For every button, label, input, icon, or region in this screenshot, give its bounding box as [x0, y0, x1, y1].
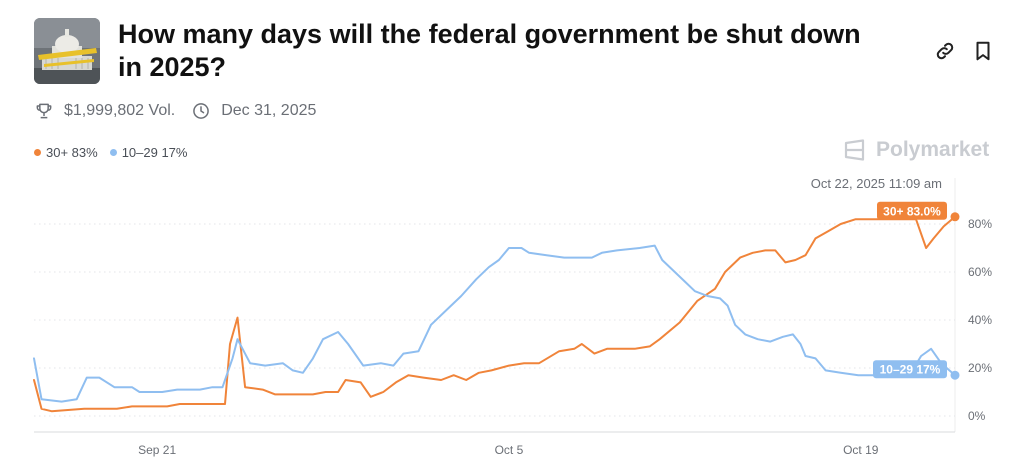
- volume-text: $1,999,802 Vol.: [64, 102, 176, 119]
- trophy-icon: [36, 103, 52, 119]
- link-icon[interactable]: [934, 40, 956, 62]
- brand-name: Polymarket: [876, 138, 990, 161]
- series-line-0: [33, 215, 956, 413]
- market-title: How many days will the federal governmen…: [118, 19, 861, 82]
- chart-timestamp: Oct 22, 2025 11:09 am: [811, 176, 942, 191]
- x-tick-label: Oct 19: [843, 443, 879, 457]
- y-tick-label: 20%: [968, 361, 992, 375]
- x-tick-label: Oct 5: [495, 443, 524, 457]
- series-end-label: 10–29 17%: [880, 363, 941, 377]
- x-tick-label: Sep 21: [138, 443, 176, 457]
- bookmark-icon[interactable]: [972, 40, 994, 62]
- y-tick-label: 60%: [968, 265, 992, 279]
- market-thumbnail: [34, 18, 100, 84]
- series-end-point: [950, 212, 960, 222]
- legend-item-30-plus: 30+ 83%: [34, 145, 98, 160]
- polymarket-logo-icon: [844, 139, 865, 161]
- y-tick-label: 40%: [968, 313, 992, 327]
- series-end-label-bg: [877, 201, 947, 220]
- legend-label: 30+ 83%: [46, 145, 98, 160]
- series-end-label: 30+ 83.0%: [883, 204, 941, 218]
- end-date-text: Dec 31, 2025: [221, 102, 317, 119]
- series-end-label-bg: [873, 360, 947, 379]
- clock-icon: [193, 103, 210, 119]
- series-line-1: [33, 244, 956, 403]
- legend-dot: [34, 149, 41, 156]
- legend-item-10-29: 10–29 17%: [109, 145, 188, 160]
- y-tick-label: 80%: [968, 217, 992, 231]
- series-end-point: [950, 370, 960, 380]
- legend-dot: [109, 149, 117, 156]
- polymarket-brand: Polymarket: [843, 138, 989, 162]
- chart-legend: 30+ 83% 10–29 17%: [34, 145, 199, 160]
- y-tick-label: 0%: [968, 409, 986, 423]
- legend-label: 10–29 17%: [121, 145, 188, 160]
- market-meta: $1,999,802 Vol. Dec 31, 2025: [34, 101, 316, 121]
